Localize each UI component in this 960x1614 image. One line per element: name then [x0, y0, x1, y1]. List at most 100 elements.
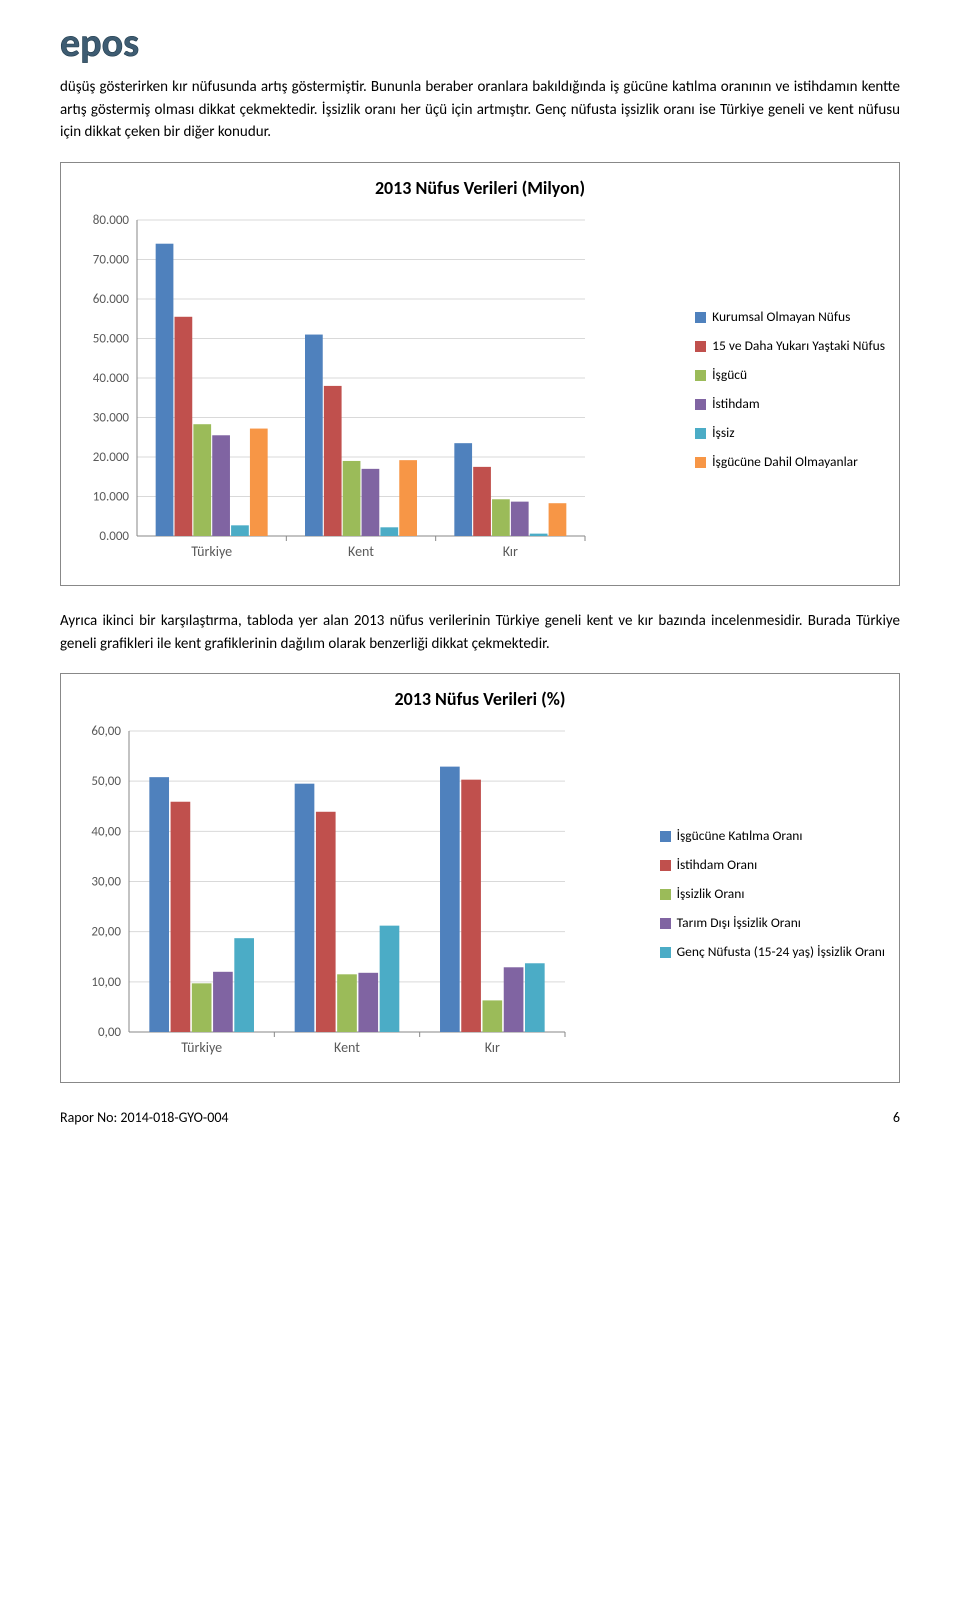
chart-2-ytick-label: 60,00 — [91, 724, 121, 739]
chart-1-box: 2013 Nüfus Verileri (Milyon) 0.000 10.000… — [60, 162, 900, 587]
chart-1-legend-item: İşsiz — [695, 422, 885, 445]
chart-1-legend-item: İşgücüne Dahil Olmayanlar — [695, 451, 885, 474]
chart-1-bar — [324, 385, 342, 535]
chart-2-ytick-label: 0,00 — [98, 1025, 121, 1040]
chart-1-ytick-label: 20.000 — [93, 450, 130, 465]
chart-1-bar — [492, 499, 510, 536]
chart-2-bar — [525, 963, 545, 1032]
paragraph-2: Ayrıca ikinci bir karşılaştırma, tabloda… — [60, 610, 900, 655]
chart-1-ytick-label: 80.000 — [93, 213, 130, 228]
chart-1-ytick-label: 0.000 — [99, 529, 129, 544]
chart-2-bar — [192, 983, 212, 1032]
chart-2-category-label: Türkiye — [181, 1039, 222, 1056]
chart-2-ytick-label: 10,00 — [91, 975, 121, 990]
chart-2-plot: 0,00 10,00 20,00 30,00 40,00 50,00 60,00 Türkiy… — [75, 721, 648, 1074]
chart-2-legend-label: İşsizlik Oranı — [677, 883, 745, 906]
chart-1-bar — [380, 527, 398, 536]
chart-2-legend: İşgücüne Katılma Oranı İstihdam Oranı İşsi… — [648, 825, 885, 970]
chart-1-bar — [362, 468, 380, 535]
chart-2-bar — [461, 780, 481, 1032]
chart-1-legend-item: İstihdam — [695, 393, 885, 416]
chart-1-bar — [175, 316, 193, 535]
chart-1-bar — [399, 460, 417, 536]
chart-1-title: 2013 Nüfus Verileri (Milyon) — [75, 175, 885, 202]
chart-2-legend-swatch — [660, 889, 671, 900]
chart-2-category-label: Kır — [485, 1039, 500, 1056]
chart-2-box: 2013 Nüfus Verileri (%) 0,00 10,00 20,00 30… — [60, 673, 900, 1083]
chart-1-category-label: Türkiye — [191, 543, 232, 560]
chart-1-legend-label: Kurumsal Olmayan Nüfus — [712, 306, 850, 329]
chart-2-legend-label: İşgücüne Katılma Oranı — [677, 825, 803, 848]
chart-2-bar — [295, 784, 315, 1032]
paragraph-1: düşüş gösterirken kır nüfusunda artış gö… — [60, 76, 900, 144]
chart-1-legend-label: İşsiz — [712, 422, 734, 445]
chart-2-bar — [149, 777, 169, 1032]
chart-2-legend-swatch — [660, 947, 671, 958]
chart-2-legend-swatch — [660, 918, 671, 929]
chart-1-legend-item: 15 ve Daha Yukarı Yaştaki Nüfus — [695, 335, 885, 358]
footer: Rapor No: 2014-018-GYO-004 6 — [60, 1107, 900, 1128]
chart-2-legend-item: Tarım Dışı İşsizlik Oranı — [660, 912, 885, 935]
chart-2-bar — [358, 973, 378, 1032]
chart-1-bar — [193, 424, 211, 536]
chart-1-legend: Kurumsal Olmayan Nüfus 15 ve Daha Yukarı … — [683, 306, 885, 480]
chart-2-title: 2013 Nüfus Verileri (%) — [75, 686, 885, 713]
chart-1-bar — [156, 243, 174, 535]
chart-1-category-label: Kır — [503, 543, 518, 560]
chart-1-bar — [473, 466, 491, 535]
report-no: Rapor No: 2014-018-GYO-004 — [60, 1107, 229, 1128]
chart-2-legend-item: İşgücüne Katılma Oranı — [660, 825, 885, 848]
chart-2-ytick-label: 50,00 — [91, 774, 121, 789]
chart-2-bar — [440, 767, 460, 1032]
chart-1-ytick-label: 30.000 — [93, 410, 130, 425]
chart-2-bar — [171, 802, 191, 1032]
chart-1-bar — [454, 443, 472, 536]
chart-2-row: 0,00 10,00 20,00 30,00 40,00 50,00 60,00 Türkiy… — [75, 721, 885, 1074]
chart-1-ytick-label: 40.000 — [93, 371, 130, 386]
chart-1-legend-swatch — [695, 399, 706, 410]
chart-2-bar — [504, 967, 524, 1032]
chart-2-legend-label: İstihdam Oranı — [677, 854, 758, 877]
chart-2-category-label: Kent — [334, 1039, 360, 1056]
chart-2-bar — [482, 1000, 502, 1032]
chart-1-bar — [511, 501, 529, 535]
chart-1-legend-item: Kurumsal Olmayan Nüfus — [695, 306, 885, 329]
chart-1-bar — [530, 533, 548, 535]
chart-1-ytick-label: 10.000 — [93, 489, 130, 504]
chart-2-legend-swatch — [660, 831, 671, 842]
chart-1-legend-label: İşgücüne Dahil Olmayanlar — [712, 451, 858, 474]
chart-2-ytick-label: 40,00 — [91, 824, 121, 839]
chart-2-bar — [337, 974, 357, 1032]
chart-1-ytick-label: 50.000 — [93, 331, 130, 346]
chart-1-legend-label: İşgücü — [712, 364, 747, 387]
chart-1-svg: 0.000 10.000 20.000 30.000 40.000 50.000 60.00… — [75, 210, 595, 570]
logo: epos — [60, 20, 900, 68]
chart-1-legend-swatch — [695, 370, 706, 381]
chart-1-bar — [343, 460, 361, 535]
chart-2-bar — [316, 812, 336, 1032]
chart-1-bar — [250, 428, 268, 535]
chart-2-legend-item: İstihdam Oranı — [660, 854, 885, 877]
chart-1-legend-label: İstihdam — [712, 393, 760, 416]
chart-2-bar — [380, 926, 400, 1032]
chart-1-legend-swatch — [695, 312, 706, 323]
chart-2-svg: 0,00 10,00 20,00 30,00 40,00 50,00 60,00 Türkiy… — [75, 721, 575, 1066]
page-number: 6 — [893, 1107, 900, 1128]
chart-1-ytick-label: 70.000 — [93, 252, 130, 267]
chart-1-category-label: Kent — [348, 543, 374, 560]
logo-text: epos — [60, 20, 139, 67]
chart-1-row: 0.000 10.000 20.000 30.000 40.000 50.000 60.00… — [75, 210, 885, 578]
chart-2-ytick-label: 20,00 — [91, 925, 121, 940]
chart-1-bar — [305, 334, 323, 535]
chart-1-bar — [212, 435, 230, 536]
chart-2-legend-swatch — [660, 860, 671, 871]
chart-2-bar — [213, 972, 233, 1032]
chart-1-legend-swatch — [695, 457, 706, 468]
chart-1-legend-swatch — [695, 428, 706, 439]
chart-2-ytick-label: 30,00 — [91, 875, 121, 890]
chart-2-legend-item: İşsizlik Oranı — [660, 883, 885, 906]
chart-2-legend-label: Tarım Dışı İşsizlik Oranı — [677, 912, 801, 935]
chart-2-legend-item: Genç Nüfusta (15-24 yaş) İşsizlik Oranı — [660, 941, 885, 964]
chart-1-legend-label: 15 ve Daha Yukarı Yaştaki Nüfus — [712, 335, 885, 358]
chart-1-ytick-label: 60.000 — [93, 292, 130, 307]
